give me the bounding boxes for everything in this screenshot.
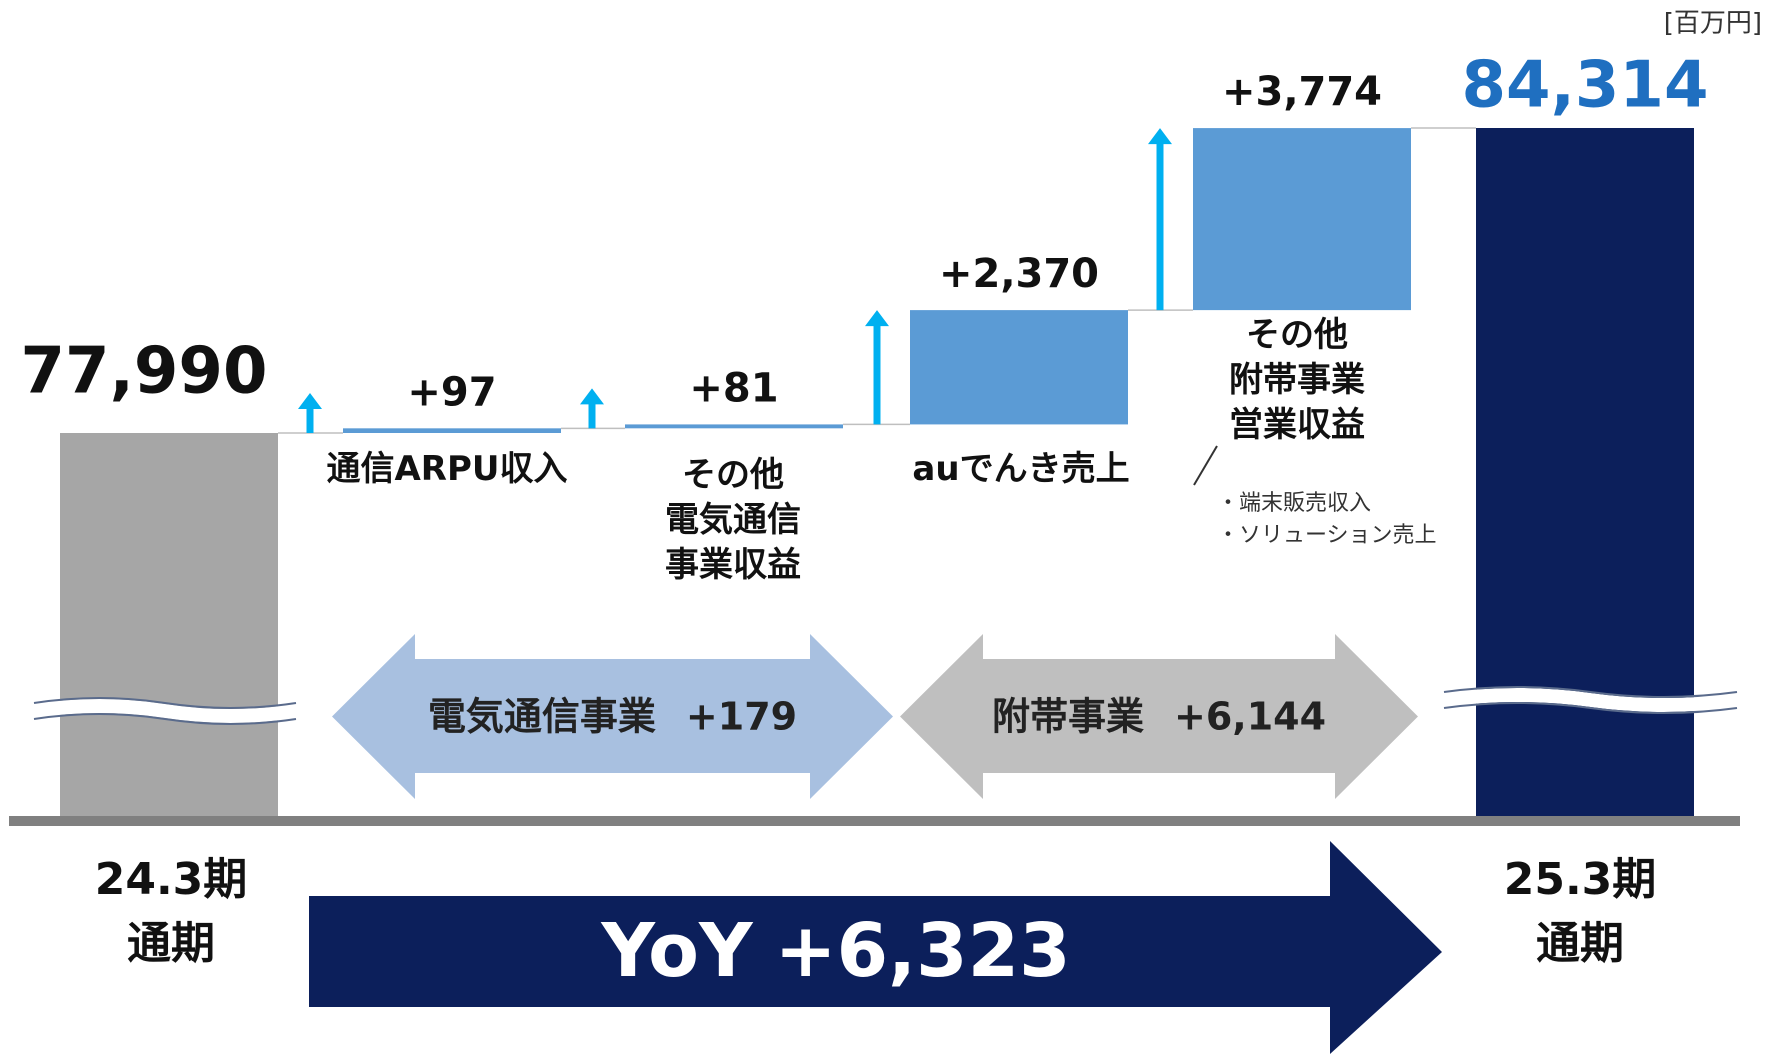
value-label: +3,774 [1222,69,1382,115]
group-label: 電気通信事業 +179 [428,694,797,738]
axis-break [1443,688,1738,712]
bar [343,428,561,433]
yoy-value: +6,323 [775,908,1071,994]
period-label: 24.3期 通期 [94,854,248,969]
yoy-label: YoY +6,323 [600,908,1070,994]
up-arrow-head [1148,128,1172,145]
note: ・ソリューション売上 [1217,523,1437,548]
axis-break-edge [33,713,297,725]
yoy-name: YoY [600,908,754,994]
total-label: 77,990 [21,335,268,409]
axis-break-edge [1443,702,1738,714]
group-arrow [332,634,893,799]
note-slash [1193,445,1218,486]
group-name: 附帯事業 [992,694,1144,738]
value-label: +97 [407,369,496,415]
bar [625,424,843,429]
bar [60,433,278,816]
up-arrow-head [865,310,889,327]
group-value: +6,144 [1174,694,1326,738]
category-label: その他 電気通信 事業収益 [665,455,801,585]
unit-label: [百万円] [1664,9,1762,39]
up-arrow-head [580,388,604,405]
bar [1193,128,1411,311]
bar [910,310,1128,425]
group-name: 電気通信事業 [428,694,656,738]
yoy-arrow [309,841,1442,1054]
total-label: 84,314 [1462,49,1709,123]
up-arrow-head [298,393,322,409]
axis-break [32,699,298,723]
axis-break-edge [1443,686,1738,698]
category-label: その他 附帯事業 営業収益 [1229,315,1365,445]
group-value: +179 [686,694,797,738]
note: ・端末販売収入 [1217,491,1372,516]
value-label: +81 [689,365,778,411]
value-label: +2,370 [939,251,1099,297]
period-label: 25.3期 通期 [1503,854,1657,969]
category-label: 通信ARPU収入 [326,449,568,489]
group-arrow [900,634,1418,799]
category-label: auでんき売上 [912,449,1130,489]
axis-break-edge [33,697,297,709]
baseline [9,816,1740,826]
group-label: 附帯事業 +6,144 [992,694,1326,738]
